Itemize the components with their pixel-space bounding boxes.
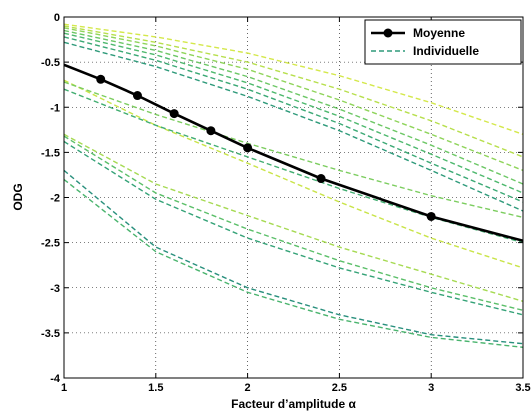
mean-marker (96, 74, 106, 84)
y-tick-label: -2 (50, 193, 60, 205)
mean-series-group (63, 63, 524, 243)
x-axis-label: Facteur d’amplitude α (231, 397, 356, 411)
legend-mean-marker (383, 28, 393, 38)
individual-series-line (63, 25, 524, 158)
individual-series-line (63, 79, 524, 269)
legend-mean-label: Moyenne (413, 26, 465, 40)
y-axis-label: ODG (11, 183, 25, 210)
grid (64, 17, 523, 378)
y-tick-label: 0 (54, 12, 60, 24)
y-tick-label: -4 (50, 373, 61, 385)
individual-series-line (63, 81, 524, 219)
legend-individual-label: Individuelle (413, 44, 479, 58)
y-tick-label: -0.5 (41, 57, 60, 69)
individual-series-group (63, 23, 524, 348)
x-tick-label: 1.5 (148, 382, 163, 394)
x-tick-label: 1 (61, 382, 67, 394)
y-tick-label: -1 (50, 102, 60, 114)
x-tick-label: 3.5 (515, 382, 530, 394)
mean-marker (316, 174, 326, 184)
individual-series-line (63, 41, 524, 212)
x-tick-label: 2.5 (332, 382, 347, 394)
individual-series-line (63, 23, 524, 135)
mean-marker (132, 91, 142, 101)
individual-series-line (63, 178, 524, 348)
y-tick-label: -2.5 (41, 238, 60, 250)
individual-series-line (63, 29, 524, 185)
mean-marker (206, 126, 216, 136)
legend: Moyenne Individuelle (364, 19, 522, 65)
axis-ticks: 1 1.5 2 2.5 3 3.5 0 -0.5 -1 -1.5 -2 -2.5 -3 -3.5 -4 (41, 12, 531, 394)
x-tick-label: 2 (245, 382, 251, 394)
mean-marker (243, 143, 253, 153)
mean-marker (426, 211, 436, 221)
y-tick-label: -1.5 (41, 147, 60, 159)
mean-marker (169, 109, 179, 119)
individual-series-line (63, 133, 524, 302)
individual-series-line (63, 135, 524, 311)
individual-series-line (63, 32, 524, 194)
y-tick-label: -3.5 (41, 328, 60, 340)
legend-box (364, 19, 522, 65)
y-tick-label: -3 (50, 283, 60, 295)
individual-series-line (63, 140, 524, 316)
individual-series-line (63, 169, 524, 345)
x-tick-label: 3 (428, 382, 434, 394)
individual-series-line (63, 27, 524, 172)
